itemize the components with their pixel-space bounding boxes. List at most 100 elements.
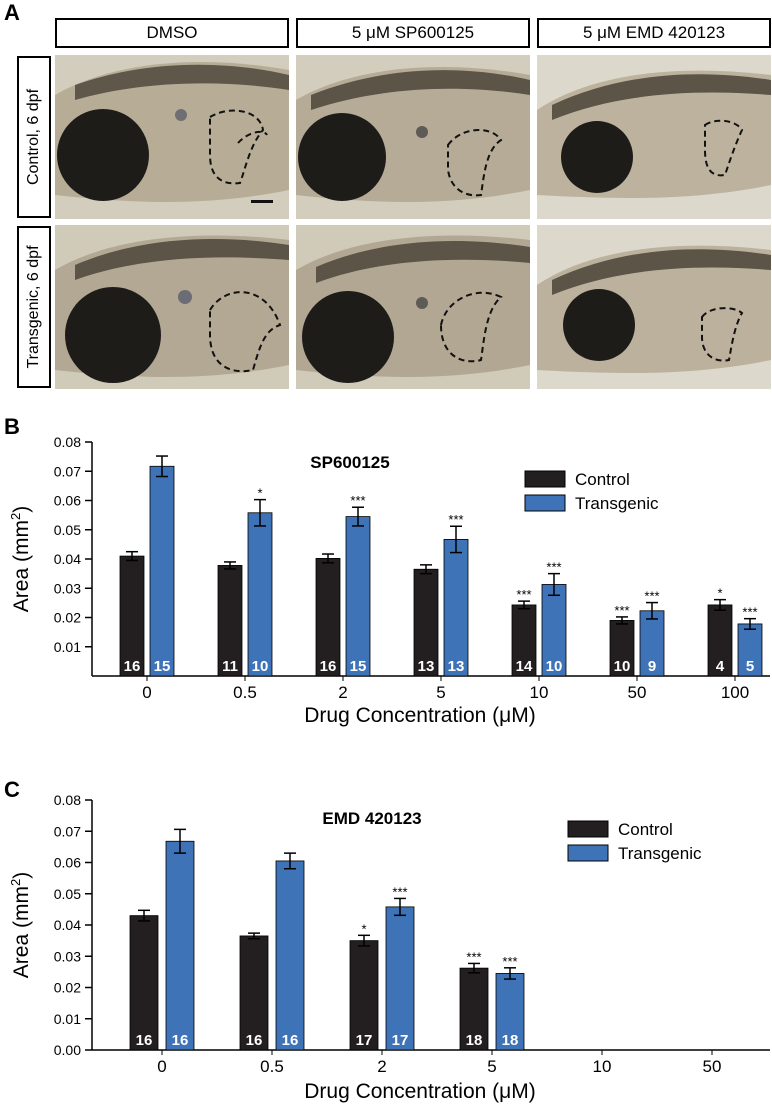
bar-1-3 bbox=[495, 973, 525, 1051]
bar-1-1 bbox=[275, 860, 305, 1051]
significance-0-6: * bbox=[717, 586, 722, 601]
significance-0-4: *** bbox=[516, 587, 531, 602]
significance-1-2: *** bbox=[392, 884, 407, 899]
bar-1-4 bbox=[541, 584, 567, 677]
n-label-0-5: 10 bbox=[614, 658, 631, 675]
bar-1-0 bbox=[165, 840, 195, 1051]
legend-swatch-1 bbox=[567, 844, 609, 862]
y-tick-label-3: 0.03 bbox=[54, 948, 81, 964]
photo-transgenic-dmso bbox=[55, 225, 289, 389]
n-label-1-3: 13 bbox=[448, 658, 465, 675]
row-header-transgenic-label: Transgenic, 6 dpf bbox=[25, 245, 42, 369]
y-tick-label-5: 0.06 bbox=[54, 493, 81, 509]
significance-0-3: *** bbox=[466, 949, 481, 964]
legend-label-0: Control bbox=[618, 820, 673, 839]
bar-0-4 bbox=[511, 604, 537, 677]
x-tick-label-1: 0.5 bbox=[260, 1057, 284, 1076]
row-header-control-label: Control, 6 dpf bbox=[25, 88, 42, 186]
row-header-control: Control, 6 dpf bbox=[17, 56, 51, 218]
legend-swatch-0 bbox=[524, 470, 566, 488]
y-tick-label-7: 0.08 bbox=[54, 434, 81, 450]
x-axis-label: Drug Concentration (μM) bbox=[304, 704, 536, 727]
x-tick-label-6: 100 bbox=[721, 683, 749, 702]
panel-b-letter: B bbox=[4, 414, 20, 439]
x-tick-label-5: 50 bbox=[703, 1057, 722, 1076]
row-header-transgenic: Transgenic, 6 dpf bbox=[17, 226, 51, 388]
bar-1-6 bbox=[737, 623, 763, 677]
n-label-1-1: 10 bbox=[252, 658, 269, 675]
n-label-0-2: 17 bbox=[356, 1032, 373, 1049]
bar-0-2 bbox=[349, 940, 379, 1051]
x-axis-label: Drug Concentration (μM) bbox=[304, 1080, 536, 1103]
x-tick-label-4: 10 bbox=[530, 683, 549, 702]
y-axis-label: Area (mm2) bbox=[8, 872, 33, 978]
n-label-1-3: 18 bbox=[502, 1032, 519, 1049]
bar-1-2 bbox=[345, 516, 371, 677]
significance-1-5: *** bbox=[644, 589, 659, 604]
y-tick-label-4: 0.05 bbox=[54, 522, 81, 538]
photo-transgenic-emd420123 bbox=[537, 225, 771, 389]
bar-0-3 bbox=[413, 568, 439, 677]
bar-1-0 bbox=[149, 465, 175, 677]
bar-0-6 bbox=[707, 604, 733, 677]
y-tick-label-1: 0.02 bbox=[54, 610, 81, 626]
x-tick-label-3: 5 bbox=[436, 683, 445, 702]
n-label-0-6: 4 bbox=[716, 658, 725, 675]
x-tick-label-2: 2 bbox=[377, 1057, 386, 1076]
bar-1-3 bbox=[443, 539, 469, 677]
column-header-sp600125: 5 μM SP600125 bbox=[296, 18, 530, 48]
significance-1-3: *** bbox=[502, 954, 517, 969]
x-tick-label-3: 5 bbox=[487, 1057, 496, 1076]
n-label-0-0: 16 bbox=[124, 658, 141, 675]
y-tick-label-1: 0.01 bbox=[54, 1011, 81, 1027]
n-label-0-3: 18 bbox=[466, 1032, 483, 1049]
bar-0-0 bbox=[129, 915, 159, 1051]
y-tick-label-0: 0.00 bbox=[54, 1042, 81, 1058]
n-label-1-5: 9 bbox=[648, 658, 656, 675]
n-label-1-1: 16 bbox=[282, 1032, 299, 1049]
legend-label-1: Transgenic bbox=[618, 844, 702, 863]
y-tick-label-7: 0.07 bbox=[54, 823, 81, 839]
significance-0-5: *** bbox=[614, 603, 629, 618]
n-label-1-0: 15 bbox=[154, 658, 171, 675]
y-tick-label-4: 0.04 bbox=[54, 917, 81, 933]
bar-0-0 bbox=[119, 555, 145, 677]
n-label-0-2: 16 bbox=[320, 658, 337, 675]
n-label-0-0: 16 bbox=[136, 1032, 153, 1049]
y-tick-label-0: 0.01 bbox=[54, 639, 81, 655]
y-axis-label: Area (mm2) bbox=[8, 506, 33, 612]
bar-1-2 bbox=[385, 906, 415, 1051]
x-tick-label-0: 0 bbox=[157, 1057, 166, 1076]
column-header-emd420123: 5 μM EMD 420123 bbox=[537, 18, 771, 48]
y-tick-label-6: 0.07 bbox=[54, 463, 81, 479]
legend-label-0: Control bbox=[575, 470, 630, 489]
y-tick-label-6: 0.06 bbox=[54, 855, 81, 871]
legend-swatch-0 bbox=[567, 820, 609, 838]
legend-swatch-1 bbox=[524, 494, 566, 512]
photo-control-emd420123 bbox=[537, 55, 771, 219]
n-label-1-0: 16 bbox=[172, 1032, 189, 1049]
n-label-1-2: 17 bbox=[392, 1032, 409, 1049]
n-label-0-1: 16 bbox=[246, 1032, 263, 1049]
y-tick-label-5: 0.05 bbox=[54, 886, 81, 902]
chart-title: SP600125 bbox=[310, 453, 389, 472]
x-tick-label-1: 0.5 bbox=[233, 683, 257, 702]
bar-0-2 bbox=[315, 558, 341, 677]
significance-1-2: *** bbox=[350, 493, 365, 508]
x-tick-label-5: 50 bbox=[628, 683, 647, 702]
photo-transgenic-sp600125 bbox=[296, 225, 530, 389]
panel-a-letter: A bbox=[4, 0, 20, 25]
bar-0-1 bbox=[239, 935, 269, 1051]
chart-emd420123: 0.00 0.01 0.02 0.03 0.04 0.05 0.06 0.07 0.08 Area… bbox=[8, 792, 770, 1103]
column-header-dmso: DMSO bbox=[55, 18, 289, 48]
y-tick-label-8: 0.08 bbox=[54, 792, 81, 808]
n-label-1-6: 5 bbox=[746, 658, 754, 675]
x-tick-label-2: 2 bbox=[338, 683, 347, 702]
legend-label-1: Transgenic bbox=[575, 494, 659, 513]
significance-1-3: *** bbox=[448, 512, 463, 527]
y-tick-label-2: 0.02 bbox=[54, 980, 81, 996]
chart-sp600125: 0.01 0.02 0.03 0.04 0.05 0.06 0.07 0.08 Area (mm… bbox=[8, 434, 770, 727]
y-tick-label-2: 0.03 bbox=[54, 580, 81, 596]
photo-control-dmso bbox=[55, 55, 289, 219]
n-label-0-1: 11 bbox=[222, 658, 238, 675]
